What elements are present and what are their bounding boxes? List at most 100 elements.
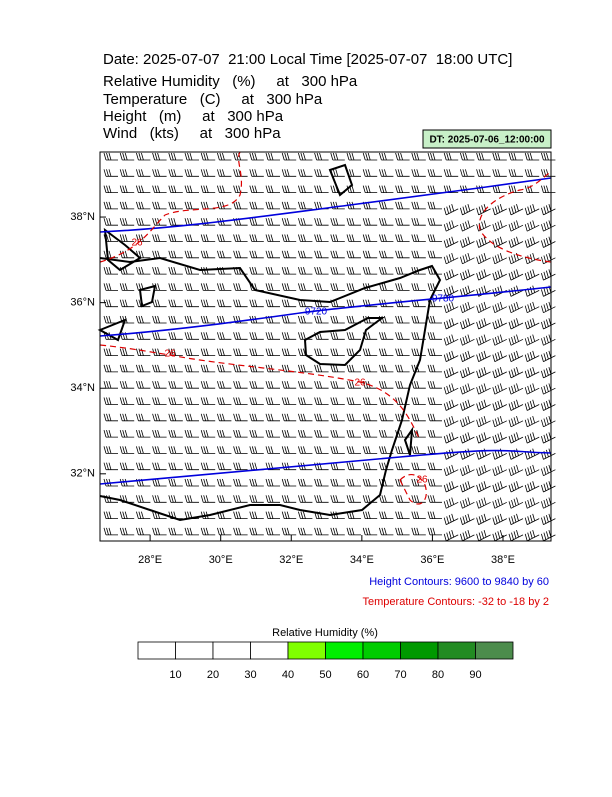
wind-barb — [362, 364, 378, 373]
wind-barb — [508, 432, 524, 444]
wind-barb — [119, 266, 135, 275]
wind-barb — [281, 315, 297, 324]
wind-barb — [411, 397, 426, 405]
wind-barb — [476, 481, 491, 493]
wind-barb — [395, 152, 410, 161]
wind-barb — [508, 334, 524, 346]
wind-barb — [379, 283, 394, 291]
temperature-label: 26 — [131, 238, 143, 249]
wind-barb — [508, 350, 524, 362]
wind-barb — [168, 266, 183, 275]
wind-barb — [492, 513, 507, 525]
wind-barb — [541, 152, 556, 161]
wind-barb — [103, 152, 118, 161]
wind-barb — [476, 185, 491, 193]
wind-barb — [217, 429, 232, 438]
wind-barb — [346, 413, 361, 422]
wind-barb — [395, 185, 410, 193]
wind-barb — [379, 234, 394, 242]
wind-barb — [136, 283, 151, 291]
wind-barb — [184, 495, 199, 503]
wind-barb — [265, 169, 280, 177]
wind-barb — [249, 234, 264, 242]
wind-barb — [249, 381, 264, 389]
wind-barb — [103, 266, 118, 275]
wind-barb — [460, 399, 475, 411]
wind-barb — [476, 236, 491, 248]
wind-barb — [330, 527, 345, 536]
wind-barb — [524, 204, 540, 216]
wind-barb — [200, 152, 216, 161]
wind-barb — [508, 185, 523, 193]
wind-barb — [476, 350, 491, 362]
wind-barb — [427, 315, 442, 324]
wind-barb — [298, 527, 313, 536]
wind-barb — [233, 185, 248, 193]
wind-barb — [330, 218, 345, 226]
wind-barb — [492, 204, 507, 216]
wind-barb — [168, 429, 183, 438]
wind-barb — [508, 269, 524, 281]
wind-barb — [395, 364, 410, 373]
wind-barb — [443, 513, 459, 525]
wind-barb — [443, 350, 459, 362]
wind-barb — [265, 381, 280, 389]
wind-barb — [346, 495, 361, 503]
wind-barb — [281, 397, 297, 405]
wind-barb — [152, 495, 167, 503]
wind-barb — [217, 185, 232, 193]
wind-barb — [281, 511, 297, 519]
wind-barb — [508, 252, 524, 265]
wind-barb — [314, 413, 329, 422]
wind-barb — [492, 350, 507, 362]
wind-barb — [524, 448, 540, 460]
wind-barb — [249, 250, 264, 259]
wind-barb — [265, 250, 280, 259]
wind-barb — [265, 413, 280, 422]
lon-tick-label: 32°E — [279, 554, 303, 566]
wind-barb — [103, 250, 118, 259]
wind-barb — [508, 152, 523, 161]
wind-barb — [217, 527, 232, 536]
wind-barb — [330, 462, 345, 471]
wind-barb — [265, 429, 280, 438]
temperature-contour — [99, 344, 421, 441]
wind-barb — [524, 367, 540, 379]
wind-barb — [184, 364, 199, 373]
wind-barb — [492, 399, 507, 411]
wind-barb — [281, 234, 297, 242]
wind-barb — [119, 185, 135, 193]
wind-barb — [460, 204, 475, 216]
temperature-note: Temperature Contours: -32 to -18 by 2 — [363, 596, 549, 608]
wind-barb — [200, 169, 216, 177]
wind-barb — [217, 462, 232, 471]
wind-barb — [168, 381, 183, 389]
wind-barb — [460, 269, 475, 281]
wind-barb — [136, 315, 151, 324]
wind-barb — [184, 299, 199, 308]
wind-barb — [103, 364, 118, 373]
wind-barb — [314, 266, 329, 275]
wind-barb — [427, 495, 442, 503]
colorbar-box — [475, 641, 514, 660]
wind-barb — [314, 495, 329, 503]
wind-barb — [411, 250, 426, 259]
wind-barb — [136, 397, 151, 405]
wind-barb — [395, 511, 410, 519]
wind-barb — [314, 185, 329, 193]
wind-barb — [524, 464, 540, 477]
wind-barb — [346, 315, 361, 324]
wind-barb — [541, 185, 556, 193]
wind-barb — [152, 446, 167, 454]
title: Date: 2025-07-07 21:00 Local Time [2025-… — [103, 51, 512, 68]
wind-barb — [119, 152, 135, 161]
wind-barb — [541, 269, 556, 281]
wind-barb — [379, 511, 394, 519]
wind-barb — [314, 218, 329, 226]
lat-tick-label: 32°N — [70, 468, 95, 480]
wind-barb — [346, 478, 361, 487]
wind-barb — [427, 511, 442, 519]
wind-barb — [395, 397, 410, 405]
header-line: Height (m) at 300 hPa — [103, 108, 284, 125]
dt-label: DT: 2025-07-06_12:00:00 — [429, 135, 545, 146]
